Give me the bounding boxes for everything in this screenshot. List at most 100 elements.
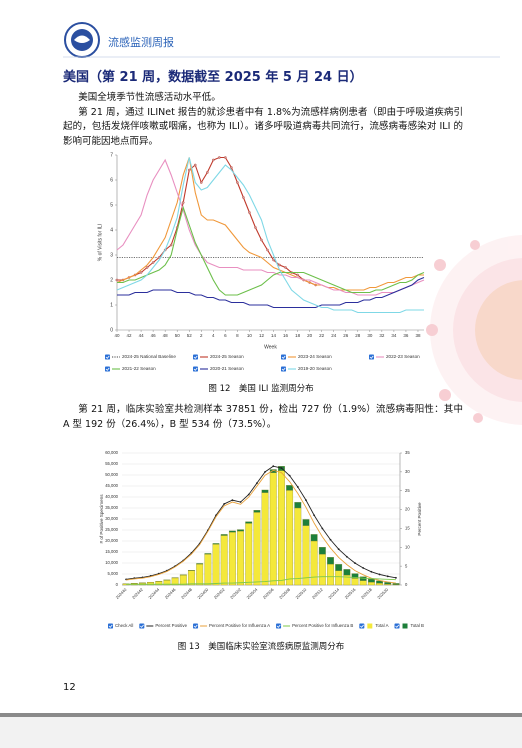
bar-segment <box>253 512 261 586</box>
series-marker <box>378 573 381 576</box>
legend-item: Check All <box>108 623 133 629</box>
y-tick-label: 6 <box>110 177 113 183</box>
y2-tick-label: 30 <box>405 469 410 474</box>
legend-check <box>276 624 281 628</box>
x-tick-label: 28 <box>355 333 361 338</box>
x-tick-label: 50 <box>175 333 181 338</box>
x-tick-label: 202516 <box>344 586 358 600</box>
series-marker <box>256 482 258 485</box>
y2-tick-label: 0 <box>405 582 408 587</box>
legend-checkbox <box>276 623 282 629</box>
series-marker <box>224 156 227 159</box>
bar-segment <box>318 547 326 555</box>
bar-segment <box>188 570 195 571</box>
bar-segment <box>261 492 269 586</box>
series-line <box>126 465 396 580</box>
bar-segment <box>367 578 375 583</box>
paragraph: 第 21 周，临床实验室共检测样本 37851 份，检出 727 份（1.9%）… <box>63 404 463 430</box>
y-tick-label: 2 <box>110 277 113 283</box>
x-tick-label: 40 <box>114 333 120 338</box>
series-marker <box>145 266 149 269</box>
x-tick-label: 48 <box>163 333 169 338</box>
bar-segment <box>359 580 367 586</box>
legend-label: Percent Positive <box>155 623 187 628</box>
legend-check <box>140 624 144 628</box>
series-marker <box>370 570 373 573</box>
bar-segment <box>196 563 204 586</box>
bar-segment <box>310 534 318 542</box>
x-tick-label: 202506 <box>262 586 276 600</box>
series-line <box>117 205 425 296</box>
x-tick-label: 202440 <box>115 586 129 600</box>
legend-item: 2020-21 Season <box>193 366 244 372</box>
series-marker <box>223 503 226 505</box>
series-line <box>117 276 425 309</box>
bar-segment <box>237 530 244 586</box>
figure-caption: 图 13 美国临床实验室流感病原监测周分布 <box>177 642 345 652</box>
legend-item: 2019-20 Season <box>281 366 332 372</box>
x-tick-label: 202448 <box>180 586 194 600</box>
bar-segment <box>179 574 187 586</box>
legend-checkbox <box>105 354 110 360</box>
x-tick-label: 202504 <box>245 586 259 600</box>
legend-check <box>281 367 286 371</box>
bar-segment <box>188 570 195 586</box>
bar-segment <box>392 583 400 585</box>
legend-item: Total B <box>394 623 424 629</box>
legend-swatch <box>367 623 373 629</box>
series-marker <box>230 166 233 169</box>
legend-check <box>193 624 198 628</box>
x-tick-label: 52 <box>187 333 193 338</box>
bar-segment <box>212 543 220 545</box>
legend-label: 2024-25 Season <box>210 354 244 359</box>
legend-label: 2020-21 Season <box>210 366 244 371</box>
series-marker <box>193 163 197 167</box>
y-tick-label: 55,000 <box>105 461 118 466</box>
bar-segment <box>302 519 310 526</box>
x-tick-label: 24 <box>331 333 337 338</box>
series-marker <box>321 527 324 530</box>
legend-checkbox <box>139 623 145 629</box>
x-tick-label: 202444 <box>147 586 161 600</box>
series-marker <box>239 501 242 503</box>
y-tick-label: 3 <box>110 252 113 258</box>
x-tick-label: 14 <box>271 333 277 338</box>
footer-band <box>0 717 522 748</box>
x-tick-label: 6 <box>224 333 227 338</box>
x-tick-label: 12 <box>259 333 265 338</box>
y-tick-label: 0 <box>116 582 119 587</box>
y2-tick-label: 5 <box>405 563 408 568</box>
legend-label: 2022-23 Season <box>386 354 420 359</box>
bar-segment <box>294 507 302 586</box>
bar-segment <box>269 472 277 586</box>
legend-item: Percent Positive for Influenza A <box>193 623 270 629</box>
bar-segment <box>351 573 359 579</box>
legend-item: Total A <box>359 623 389 629</box>
y-tick-label: 40,000 <box>105 494 118 499</box>
y-axis-title: % of Visits for ILI <box>97 224 103 261</box>
bar-segment <box>318 554 326 586</box>
legend-label: 2024-25 National Baseline <box>122 354 176 359</box>
series-marker <box>280 467 283 469</box>
series-marker <box>187 168 191 172</box>
x-tick-label: 202514 <box>327 586 341 600</box>
x-tick-label: 22 <box>319 333 325 338</box>
series-line <box>116 158 425 296</box>
y-tick-label: 5 <box>110 202 113 208</box>
y-tick-label: 25,000 <box>105 527 118 532</box>
x-tick-label: 8 <box>236 333 239 338</box>
legend-check <box>369 355 374 359</box>
series-marker <box>236 181 239 184</box>
legend-checkbox <box>359 623 365 629</box>
series-marker <box>139 271 143 274</box>
y2-axis-title: Percent Positive <box>417 502 422 536</box>
series-marker <box>181 201 185 204</box>
x-tick-label: 38 <box>415 333 421 338</box>
y-tick-label: 4 <box>110 227 113 233</box>
series-marker <box>247 493 250 496</box>
x-tick-label: 42 <box>127 333 133 338</box>
series-marker <box>205 171 209 174</box>
series-marker <box>151 261 155 264</box>
y-tick-label: 1 <box>110 302 113 308</box>
